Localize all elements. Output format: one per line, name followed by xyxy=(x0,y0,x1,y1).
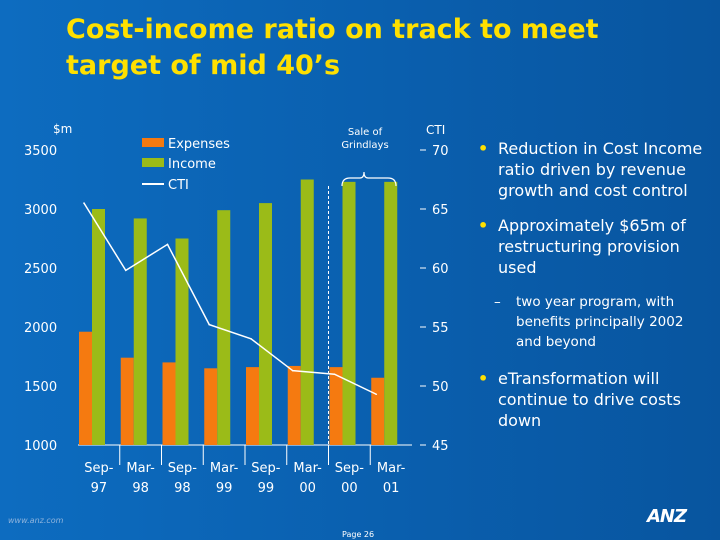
bullet-text: Reduction in Cost Income ratio driven by… xyxy=(498,139,703,200)
bullet-restructuring: • Approximately $65m of restructuring pr… xyxy=(478,215,710,278)
cti-point xyxy=(83,202,85,204)
legend-cti-label: CTI xyxy=(168,178,189,193)
x-tick-label: 00 xyxy=(341,481,358,496)
x-tick-label: 99 xyxy=(258,481,275,496)
x-tick-label: 98 xyxy=(174,481,191,496)
expenses-bar xyxy=(79,331,92,445)
y2-axis-label: CTI xyxy=(426,123,445,137)
legend-expenses-label: Expenses xyxy=(168,137,230,152)
y-tick-label: 1500 xyxy=(24,380,57,395)
income-bar xyxy=(384,181,398,446)
y2-tick-label: 45 xyxy=(432,439,449,454)
cti-point xyxy=(375,393,378,396)
x-tick-label: Mar- xyxy=(293,461,322,476)
bullet-dot-icon: • xyxy=(478,139,489,158)
y2-tick-label: 50 xyxy=(432,380,449,395)
page-number: Page 26 xyxy=(342,530,375,539)
annotation-label: Sale of xyxy=(348,127,383,138)
income-bar xyxy=(92,209,105,445)
sub-bullet-program: – two year program, with benefits princi… xyxy=(478,292,710,352)
y2-tick-label: 60 xyxy=(432,262,449,277)
y-tick-label: 2500 xyxy=(24,262,57,277)
cti-point xyxy=(124,269,127,272)
x-tick-label: 97 xyxy=(91,481,108,496)
dash-icon: – xyxy=(494,294,501,310)
x-tick-label: Sep- xyxy=(168,461,198,476)
cti-point xyxy=(291,369,294,372)
y2-tick-label: 55 xyxy=(432,321,449,336)
y-tick-label: 1000 xyxy=(24,439,57,454)
y-tick-label: 3500 xyxy=(24,144,57,159)
cti-point xyxy=(166,243,169,246)
x-tick-label: Sep- xyxy=(251,461,281,476)
y2-tick-label: 70 xyxy=(432,144,449,159)
legend-expenses-swatch xyxy=(142,138,164,147)
income-bar xyxy=(133,218,147,445)
income-bar xyxy=(300,179,314,445)
x-tick-label: Mar- xyxy=(126,461,155,476)
bullet-text: eTransformation will continue to drive c… xyxy=(498,369,681,430)
x-tick-label: Sep- xyxy=(84,461,114,476)
bullet-text: Approximately $65m of restructuring prov… xyxy=(498,216,686,277)
bullet-dot-icon: • xyxy=(478,369,489,388)
y-axis-label: $m xyxy=(53,122,72,136)
income-bar xyxy=(175,238,189,445)
x-tick-label: 01 xyxy=(383,481,400,496)
cti-point xyxy=(333,373,336,376)
cti-line xyxy=(83,202,377,395)
bullet-etransformation: • eTransformation will continue to drive… xyxy=(478,368,710,431)
expenses-bar xyxy=(329,367,343,445)
sub-bullet-text: two year program, with benefits principa… xyxy=(516,294,684,350)
y-tick-label: 3000 xyxy=(24,203,57,218)
expenses-bar xyxy=(246,367,259,445)
x-tick-label: Mar- xyxy=(210,461,239,476)
income-bar xyxy=(217,210,231,445)
anz-logo: ANZ xyxy=(647,506,687,527)
x-tick-label: 98 xyxy=(132,481,149,496)
annotation-label: Grindlays xyxy=(341,140,388,151)
x-tick-label: Mar- xyxy=(377,461,406,476)
bullet-list: • Reduction in Cost Income ratio driven … xyxy=(478,138,710,445)
legend-income-swatch xyxy=(142,158,164,167)
y2-tick-label: 65 xyxy=(432,203,449,218)
cti-point xyxy=(250,338,252,340)
income-bar xyxy=(342,181,356,446)
expenses-bar xyxy=(204,368,218,445)
x-tick-label: 99 xyxy=(216,481,233,496)
footer-url: www.anz.com xyxy=(8,516,64,525)
legend-income-label: Income xyxy=(168,157,216,172)
x-tick-label: 00 xyxy=(299,481,316,496)
y-tick-label: 2000 xyxy=(24,321,57,336)
expenses-bar xyxy=(287,365,301,445)
income-bar xyxy=(259,203,272,445)
slide-title: Cost-income ratio on track to meet targe… xyxy=(66,14,599,81)
x-tick-label: Sep- xyxy=(335,461,365,476)
expenses-bar xyxy=(371,377,385,445)
expenses-bar xyxy=(120,357,134,445)
bullet-dot-icon: • xyxy=(478,216,489,235)
annotation-brace xyxy=(341,171,397,187)
bullet-reduction: • Reduction in Cost Income ratio driven … xyxy=(478,138,710,201)
expenses-bar xyxy=(162,362,176,445)
cti-point xyxy=(208,323,211,326)
